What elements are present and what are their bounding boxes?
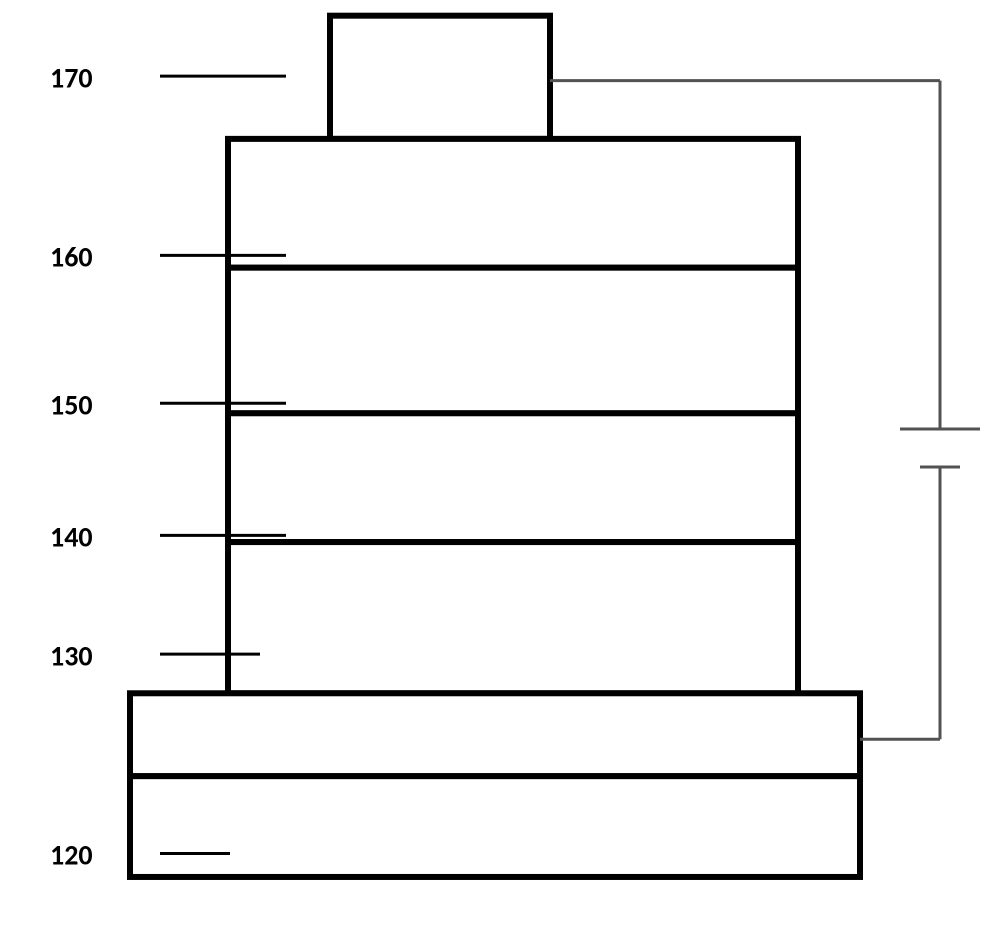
layer-140 — [228, 413, 798, 542]
labels: 170160150140130120110 — [50, 60, 93, 932]
label-130: 130 — [50, 638, 93, 673]
layer-170 — [330, 16, 550, 139]
label-160: 160 — [50, 240, 93, 275]
layer-160 — [228, 139, 798, 268]
layer-110 — [130, 776, 860, 877]
layer-120 — [130, 693, 860, 776]
layer-130 — [228, 542, 798, 693]
layer-stack — [130, 16, 860, 877]
oled-layer-diagram: 170160150140130120110 — [0, 0, 1000, 932]
label-120: 120 — [50, 838, 93, 873]
label-140: 140 — [50, 520, 93, 555]
label-150: 150 — [50, 387, 93, 422]
label-170: 170 — [50, 60, 93, 95]
layer-150 — [228, 268, 798, 414]
